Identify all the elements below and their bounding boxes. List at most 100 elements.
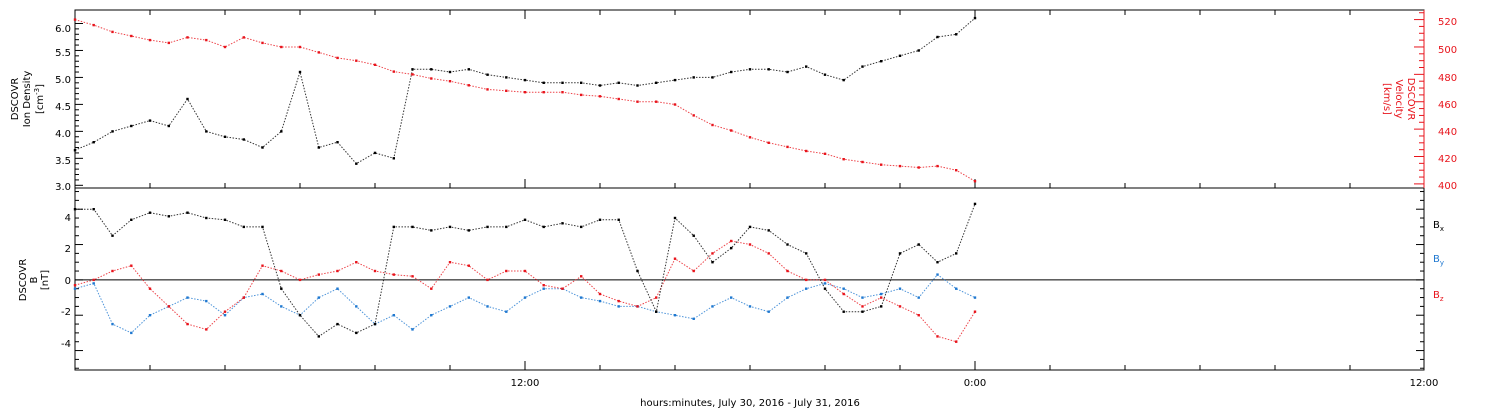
data-point xyxy=(917,314,920,317)
y-tick-label: 3.0 xyxy=(55,182,71,193)
y-axis-title-line2: Ion Density xyxy=(22,71,33,128)
legend-bx: Bx xyxy=(1433,220,1444,233)
data-point xyxy=(130,264,133,267)
data-point xyxy=(242,296,245,299)
series-bz xyxy=(73,239,977,343)
data-point xyxy=(730,129,733,132)
data-point xyxy=(411,225,414,229)
data-point xyxy=(411,328,414,331)
legend-by: By xyxy=(1433,254,1444,267)
y-tick-label: 4 xyxy=(65,213,71,224)
y-tick-label-right: 420 xyxy=(1438,154,1457,165)
x-tick-label: 12:00 xyxy=(1410,378,1439,389)
data-point xyxy=(298,314,302,317)
data-point xyxy=(973,310,977,313)
data-point xyxy=(523,296,527,299)
series-trace xyxy=(74,17,976,165)
data-point xyxy=(242,36,245,39)
data-point xyxy=(598,292,602,296)
data-point xyxy=(842,292,845,296)
bottom-y-tick-labels: -4 -2 0 2 4 xyxy=(61,213,71,350)
y-tick-label: 4.5 xyxy=(55,102,71,113)
data-point xyxy=(898,252,902,255)
data-point xyxy=(823,278,827,282)
legend-bz: Bz xyxy=(1433,290,1444,303)
y-axis-title-line1: DSCOVR xyxy=(10,78,21,121)
data-point xyxy=(805,149,808,153)
data-point xyxy=(148,211,152,214)
top-panel-frame xyxy=(74,9,1425,189)
data-point xyxy=(411,68,414,71)
data-point xyxy=(730,239,733,243)
data-point xyxy=(336,269,339,273)
data-point xyxy=(973,202,977,206)
data-point xyxy=(336,287,339,290)
series-bx xyxy=(73,202,977,338)
top-right-axis-title: DSCOVR Velocity [km/s] xyxy=(1381,78,1416,121)
data-point xyxy=(392,314,395,317)
data-point xyxy=(917,49,920,52)
y-tick-label-right: 400 xyxy=(1438,181,1457,192)
data-point xyxy=(617,299,620,303)
series-velocity xyxy=(73,18,977,183)
top-left-axis-title: DSCOVR Ion Density [cm-3] xyxy=(10,71,46,128)
data-point xyxy=(430,314,433,317)
data-point xyxy=(336,56,339,60)
data-point xyxy=(467,229,470,232)
data-point xyxy=(523,269,527,273)
data-point xyxy=(955,287,958,290)
data-point xyxy=(336,322,339,326)
data-point xyxy=(955,340,958,343)
data-point xyxy=(917,166,920,169)
data-point xyxy=(186,211,189,214)
data-point xyxy=(467,264,470,267)
data-point xyxy=(673,314,677,317)
data-point xyxy=(317,296,320,299)
y-tick-label: 2 xyxy=(65,244,71,255)
data-point xyxy=(148,287,152,290)
data-point xyxy=(298,45,302,49)
y-tick-label: -4 xyxy=(61,339,71,350)
series-trace xyxy=(74,240,976,343)
data-point xyxy=(711,76,714,79)
y-axis-title-line3: [cm-3] xyxy=(33,84,46,114)
y-right-title-line3: [km/s] xyxy=(1381,83,1392,115)
x-tick-label: 0:00 xyxy=(964,378,986,389)
data-point xyxy=(936,35,939,39)
series-trace xyxy=(74,19,976,182)
data-point xyxy=(542,91,545,94)
data-point xyxy=(692,317,695,320)
y-tick-label: 0 xyxy=(65,276,71,287)
y-tick-label: 6.0 xyxy=(55,24,71,35)
y-tick-label: -2 xyxy=(61,307,71,318)
data-point xyxy=(73,18,77,21)
data-point xyxy=(430,68,433,71)
y-right-title-line1: DSCOVR xyxy=(1405,78,1416,121)
data-point xyxy=(617,81,620,84)
data-point xyxy=(505,310,508,313)
ticks-layer xyxy=(74,10,1424,370)
data-point xyxy=(786,269,789,273)
y-tick-label-right: 500 xyxy=(1438,45,1457,56)
data-point xyxy=(861,160,864,164)
y-tick-label: 5.0 xyxy=(55,75,71,86)
data-point xyxy=(936,164,939,168)
b-title-line1: DSCOVR xyxy=(18,259,29,302)
data-point xyxy=(673,78,677,82)
x-axis-label: hours:minutes, July 30, 2016 - July 31, … xyxy=(640,398,860,409)
data-point xyxy=(411,275,414,278)
data-point xyxy=(655,81,658,84)
series-ion-density xyxy=(73,16,977,165)
series-trace xyxy=(75,203,976,338)
y-tick-label: 5.5 xyxy=(55,48,71,59)
data-point xyxy=(917,243,920,246)
data-point xyxy=(636,269,639,273)
data-point xyxy=(223,45,227,49)
data-point xyxy=(467,84,470,87)
data-point xyxy=(767,310,770,313)
data-point xyxy=(973,296,977,299)
data-point xyxy=(186,296,189,299)
data-point xyxy=(355,331,358,335)
y-tick-label: 4.0 xyxy=(55,129,71,140)
